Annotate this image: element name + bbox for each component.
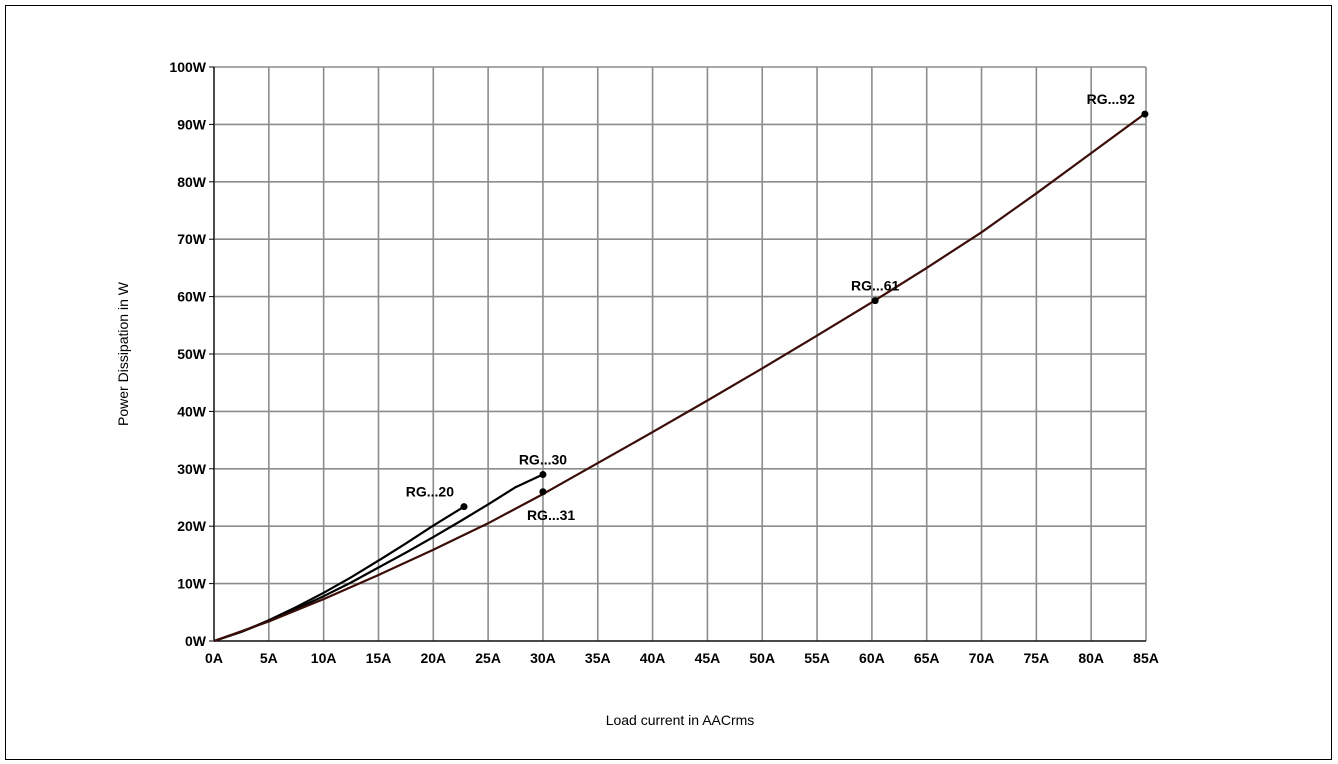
tick-labels: 0A 5A 10A 15A 20A 25A 30A 35A 40A 45A 50A 55A 60A 65A…	[169, 59, 1158, 666]
x-tick-label: 25A	[475, 650, 501, 666]
axis-titles: Load current in AACrms Power Dissipation…	[115, 281, 754, 728]
data-label: RG...92	[1087, 91, 1135, 107]
x-tick-label: 30A	[530, 650, 556, 666]
data-label: RG...30	[519, 452, 567, 468]
data-label: RG...20	[406, 484, 454, 500]
x-tick-label: 85A	[1133, 650, 1159, 666]
x-tick-label: 45A	[695, 650, 721, 666]
x-tick-label: 0A	[205, 650, 223, 666]
x-axis-title: Load current in AACrms	[606, 712, 755, 728]
y-tick-label: 0W	[185, 633, 207, 649]
x-tick-label: 60A	[859, 650, 885, 666]
y-tick-label: 80W	[177, 174, 207, 190]
x-tick-label: 50A	[749, 650, 775, 666]
x-tick-label: 20A	[420, 650, 446, 666]
data-point	[539, 471, 547, 479]
x-tick-label: 70A	[969, 650, 995, 666]
y-tick-label: 60W	[177, 289, 207, 305]
data-point	[871, 297, 879, 305]
y-tick-label: 100W	[169, 59, 206, 75]
x-tick-label: 65A	[914, 650, 940, 666]
x-tick-label: 55A	[804, 650, 830, 666]
data-point	[460, 503, 468, 511]
x-tick-label: 5A	[260, 650, 278, 666]
y-tick-label: 40W	[177, 403, 207, 419]
x-tick-label: 35A	[585, 650, 611, 666]
y-tick-label: 50W	[177, 346, 207, 362]
series-markers: RG...20 RG...30 RG...31 RG...61 RG...92	[406, 91, 1149, 523]
grid	[209, 66, 1147, 642]
x-tick-label: 15A	[366, 650, 392, 666]
data-point	[1141, 110, 1149, 118]
x-tick-label: 40A	[640, 650, 666, 666]
y-tick-label: 10W	[177, 576, 207, 592]
x-tick-label: 10A	[311, 650, 337, 666]
y-tick-label: 30W	[177, 461, 207, 477]
y-tick-label: 90W	[177, 116, 207, 132]
y-tick-label: 70W	[177, 231, 207, 247]
y-tick-label: 20W	[177, 518, 207, 534]
data-label: RG...61	[851, 278, 899, 294]
x-tick-label: 75A	[1024, 650, 1050, 666]
data-point	[539, 488, 547, 496]
y-axis-title: Power Dissipation in W	[115, 281, 131, 426]
x-tick-label: 80A	[1078, 650, 1104, 666]
data-label: RG...31	[527, 507, 575, 523]
series-lines	[213, 112, 1147, 643]
series-line	[213, 112, 1147, 643]
